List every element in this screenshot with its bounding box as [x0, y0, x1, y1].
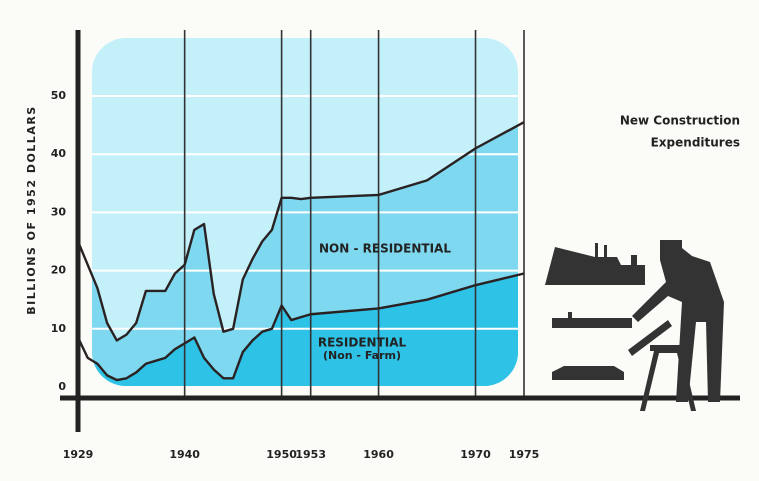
- series-label: RESIDENTIAL: [318, 336, 407, 350]
- title: New Construction: [620, 114, 740, 128]
- x-tick-label: 1970: [460, 448, 491, 461]
- series-line: [76, 272, 525, 382]
- x-tick-label: 1929: [63, 448, 94, 461]
- y-axis-label: BILLIONS OF 1952 DOLLARS: [25, 105, 38, 314]
- x-tick-label: 1950: [266, 448, 297, 461]
- y-tick-label: 10: [51, 322, 67, 335]
- y-tick-label: 50: [51, 89, 67, 102]
- area-fill: [92, 273, 518, 386]
- x-tick-label: 1960: [363, 448, 394, 461]
- series-line: [76, 121, 525, 342]
- x-tick-label: 1975: [509, 448, 540, 461]
- title: Expenditures: [651, 136, 740, 150]
- y-tick-label: 40: [51, 147, 67, 160]
- illustration: [545, 240, 724, 411]
- y-tick-label: 20: [51, 264, 67, 277]
- x-tick-label: 1953: [295, 448, 326, 461]
- y-tick-label: 0: [58, 380, 66, 393]
- series-sublabel: (Non - Farm): [323, 349, 401, 362]
- x-tick-label: 1940: [169, 448, 200, 461]
- y-tick-label: 30: [51, 205, 67, 218]
- series-label: NON - RESIDENTIAL: [319, 242, 451, 256]
